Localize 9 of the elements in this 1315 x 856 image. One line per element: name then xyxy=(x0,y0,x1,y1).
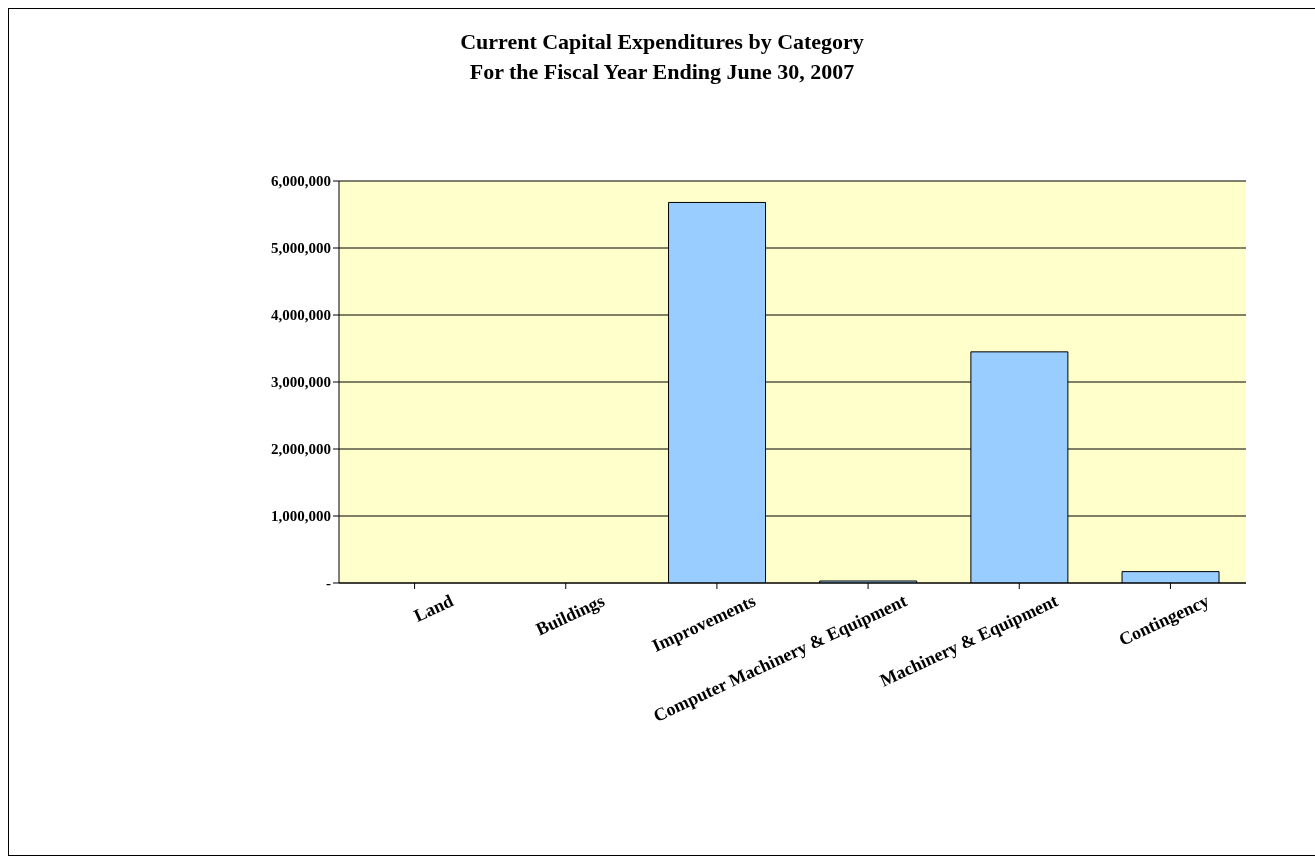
y-tick-label: 3,000,000 xyxy=(271,374,331,391)
chart-title: Current Capital Expenditures by Category For the Fiscal Year Ending June 30, 2007 xyxy=(459,28,865,86)
y-tick-label: 6,000,000 xyxy=(271,173,331,190)
y-tick-label: 4,000,000 xyxy=(271,307,331,324)
y-tick-label: 2,000,000 xyxy=(271,441,331,458)
y-tick-label: 1,000,000 xyxy=(271,508,331,525)
y-tick-label: 5,000,000 xyxy=(271,240,331,257)
x-tick-label: Land xyxy=(410,590,457,626)
y-tick-label: - xyxy=(326,575,331,592)
